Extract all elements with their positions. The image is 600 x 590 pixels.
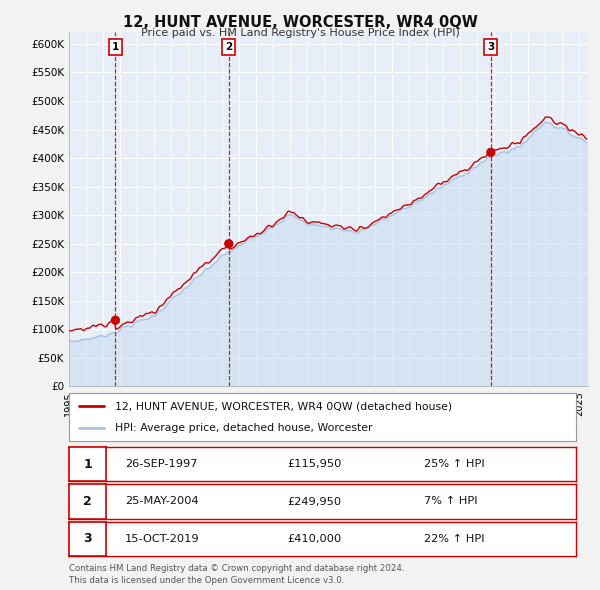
Text: 2: 2 (83, 495, 92, 508)
Text: 2: 2 (225, 42, 232, 52)
Text: 22% ↑ HPI: 22% ↑ HPI (424, 534, 485, 543)
Text: £410,000: £410,000 (287, 534, 341, 543)
Text: 12, HUNT AVENUE, WORCESTER, WR4 0QW: 12, HUNT AVENUE, WORCESTER, WR4 0QW (122, 15, 478, 30)
Point (224, 239, 233, 248)
Text: Contains HM Land Registry data © Crown copyright and database right 2024.
This d: Contains HM Land Registry data © Crown c… (69, 565, 404, 585)
Text: 25% ↑ HPI: 25% ↑ HPI (424, 460, 485, 469)
Text: 7% ↑ HPI: 7% ↑ HPI (424, 497, 478, 506)
Text: 25-MAY-2004: 25-MAY-2004 (125, 497, 199, 506)
Point (486, 148, 496, 157)
Text: Price paid vs. HM Land Registry's House Price Index (HPI): Price paid vs. HM Land Registry's House … (140, 28, 460, 38)
Text: 12, HUNT AVENUE, WORCESTER, WR4 0QW (detached house): 12, HUNT AVENUE, WORCESTER, WR4 0QW (det… (115, 401, 452, 411)
Text: 3: 3 (83, 532, 92, 545)
Point (110, 316, 120, 325)
Text: £115,950: £115,950 (287, 460, 341, 469)
Text: 15-OCT-2019: 15-OCT-2019 (125, 534, 199, 543)
Text: 1: 1 (112, 42, 119, 52)
Text: 26-SEP-1997: 26-SEP-1997 (125, 460, 197, 469)
Text: 1: 1 (83, 458, 92, 471)
Text: HPI: Average price, detached house, Worcester: HPI: Average price, detached house, Worc… (115, 423, 372, 433)
Text: 3: 3 (487, 42, 494, 52)
Text: £249,950: £249,950 (287, 497, 341, 506)
